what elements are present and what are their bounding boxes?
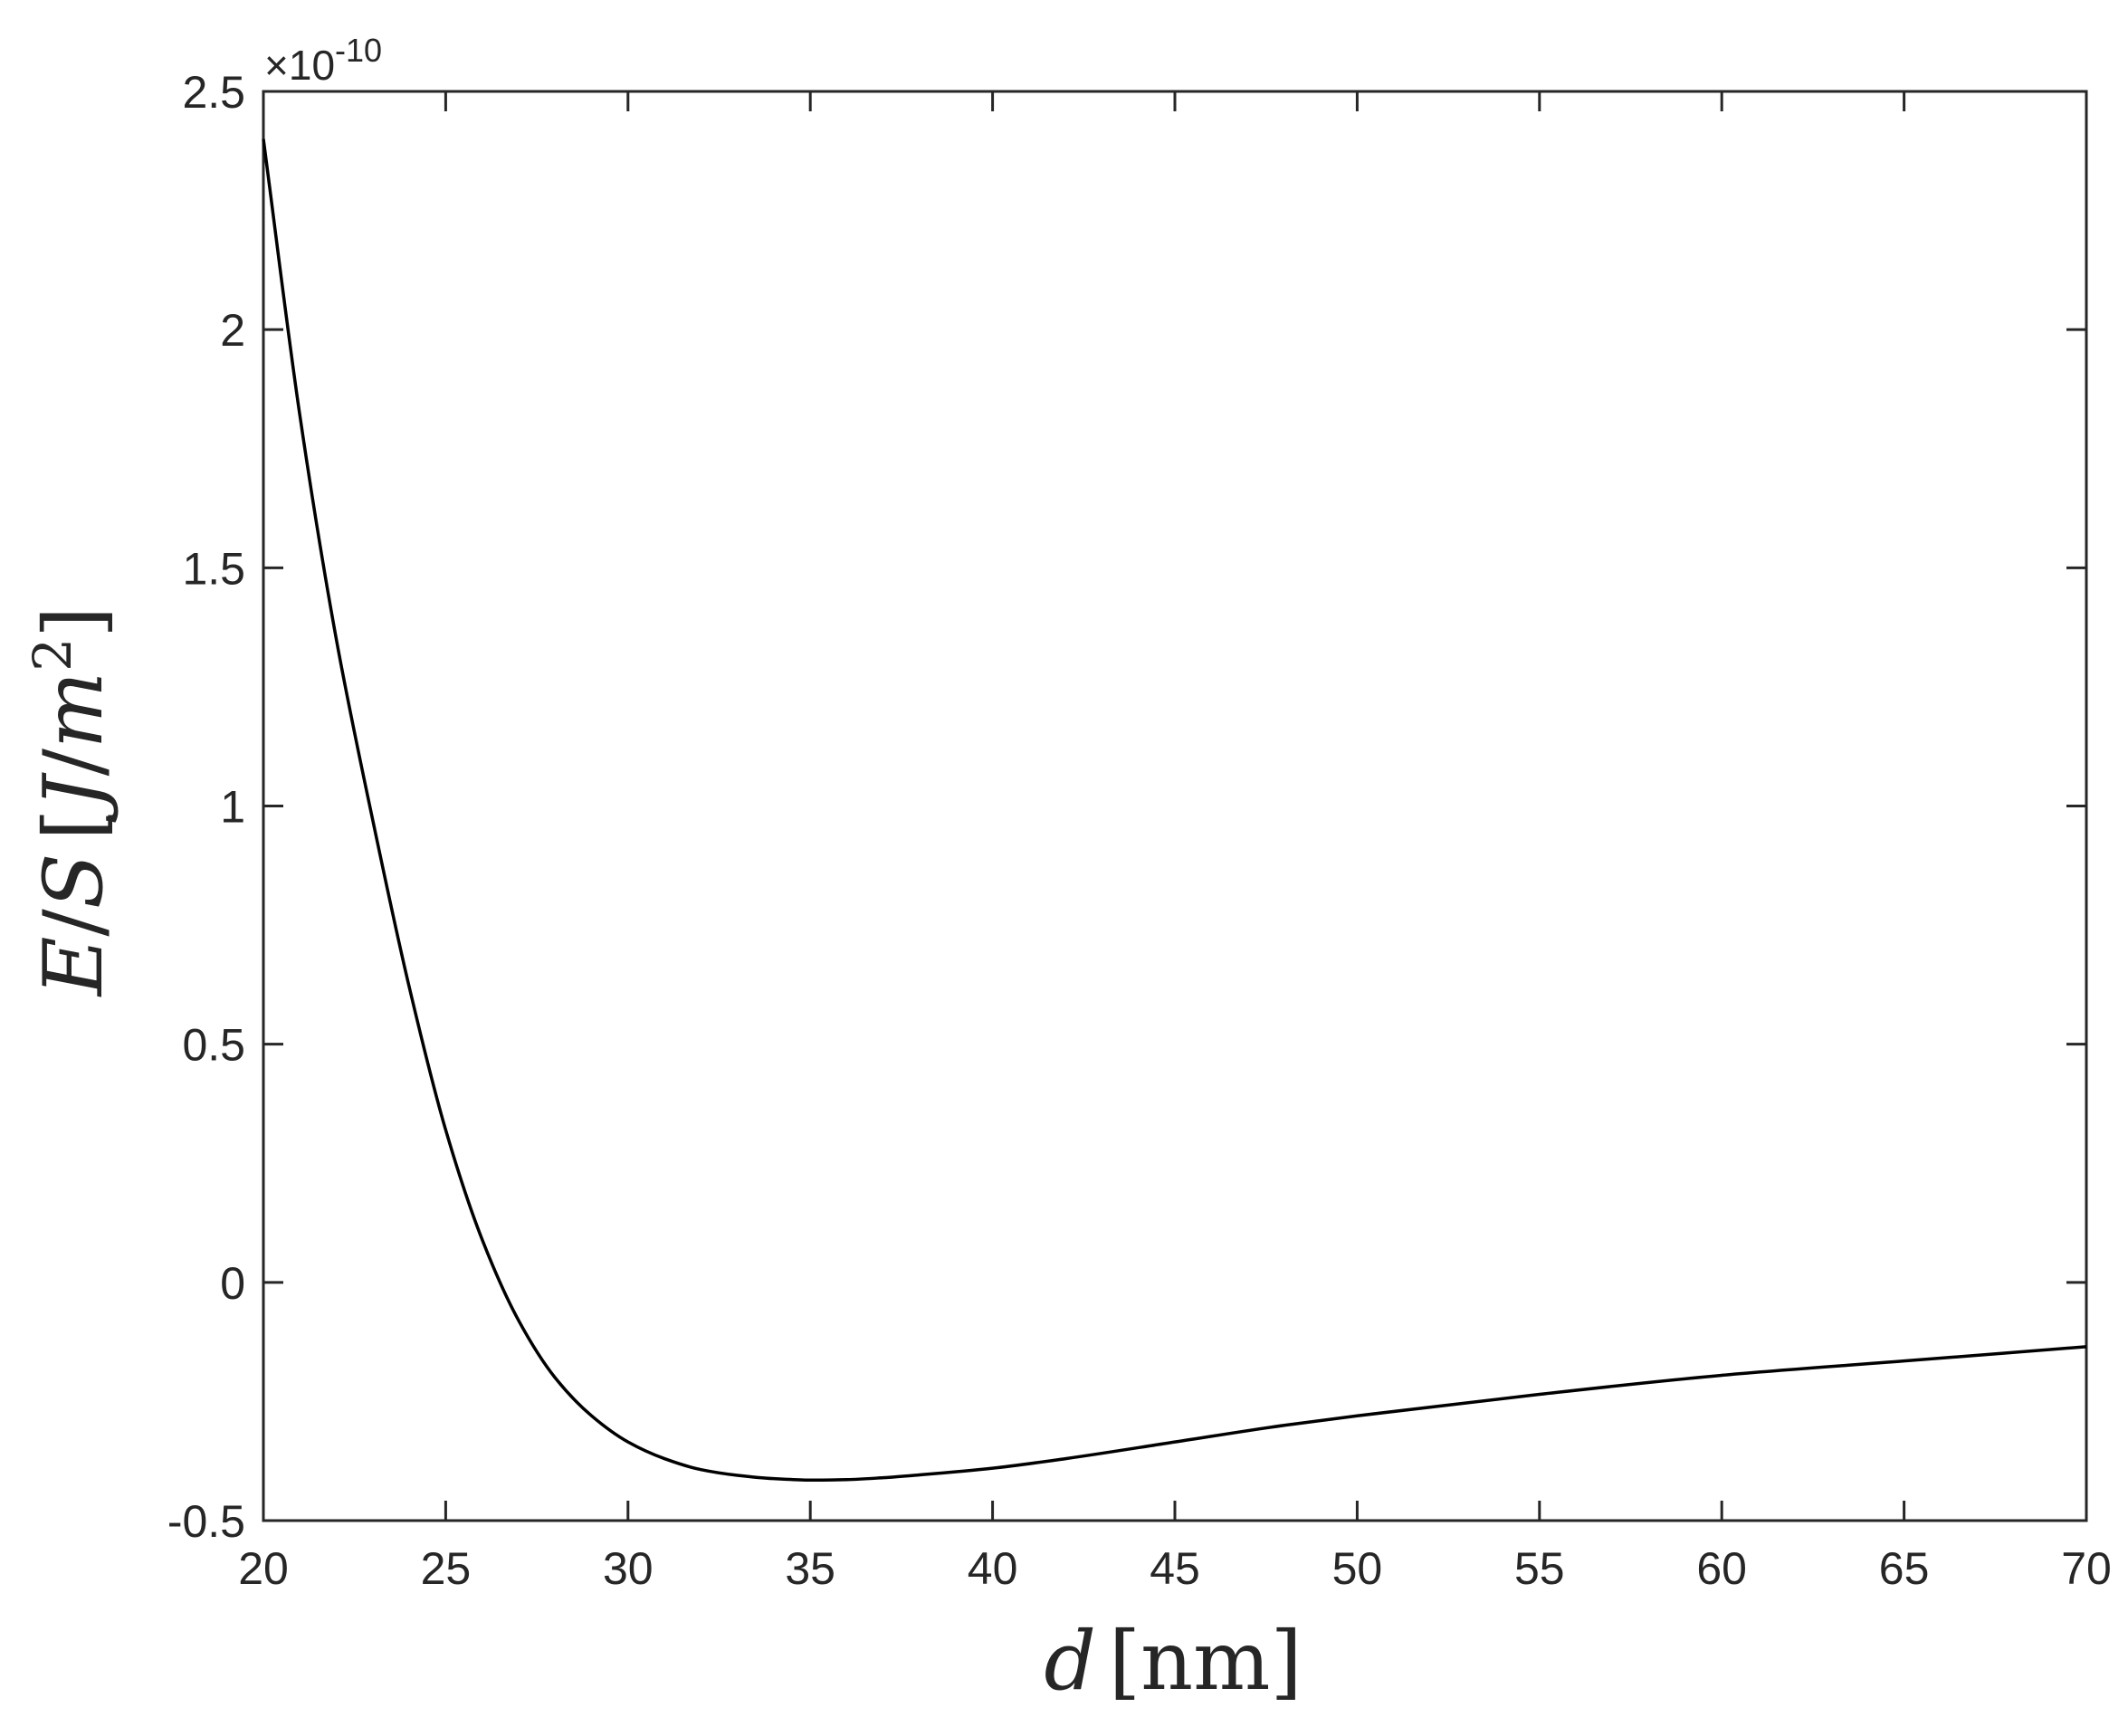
x-axis-var: d [1044,1614,1096,1709]
multiplier-exponent: -10 [335,32,382,69]
tick-labels: 20 25 30 35 40 45 50 55 60 65 70 -0.5 0 0.5 1 1.5 2 2.5 [167,67,2112,1594]
series-line [262,138,2087,1483]
multiplier-prefix: ×10 [264,42,335,89]
x-tick-label: 35 [785,1543,835,1594]
y-tick-label: 1.5 [182,543,245,594]
x-tick-label: 30 [603,1543,654,1594]
ticks [262,90,2088,1522]
x-axis-unit: nm [1140,1614,1270,1709]
x-tick-label: 65 [1879,1543,1930,1594]
y-tick-label: 2.5 [182,67,245,118]
y-axis-unit-pow: 2 [22,638,83,672]
x-axis-title: d [nm] [1044,1614,1302,1709]
x-tick-label: 50 [1332,1543,1383,1594]
y-tick-label: 0.5 [182,1020,245,1071]
x-tick-label: 70 [2061,1543,2112,1594]
axes-box [262,90,2088,1522]
y-axis-unit-den: m [26,672,121,749]
x-tick-label: 60 [1696,1543,1747,1594]
x-tick-label: 25 [421,1543,472,1594]
y-tick-label: 0 [220,1258,245,1309]
y-axis-den: S [26,854,121,910]
x-tick-label: 45 [1150,1543,1200,1594]
y-tick-label: -0.5 [167,1496,245,1547]
x-tick-label: 55 [1514,1543,1565,1594]
y-axis-multiplier: ×10-10 [264,32,382,89]
y-tick-label: 2 [220,305,245,356]
x-tick-label: 40 [968,1543,1018,1594]
y-axis-num: E [26,937,121,998]
y-axis-title: E/S[J/m2] [22,606,121,998]
plot-area [262,90,2088,1522]
y-tick-label: 1 [220,782,245,833]
x-tick-label: 20 [238,1543,289,1594]
